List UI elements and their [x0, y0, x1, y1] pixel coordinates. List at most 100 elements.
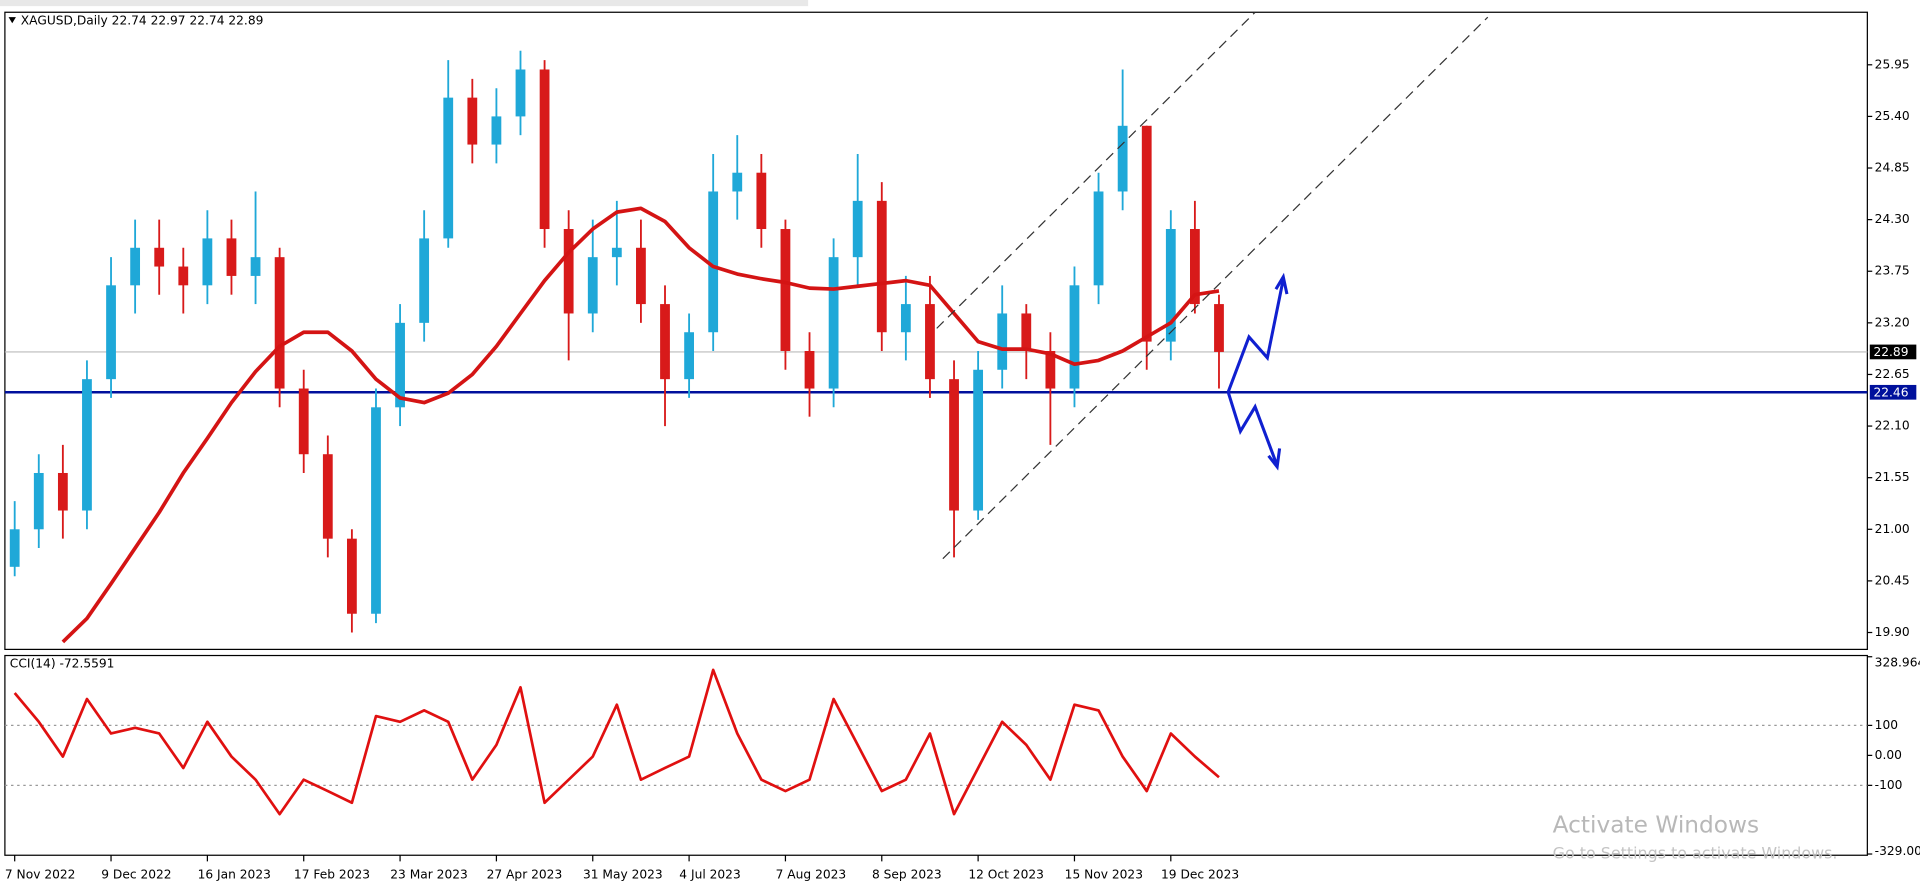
candle-body	[515, 69, 526, 117]
y-tick-label: 22.65	[1875, 367, 1910, 381]
x-tick-label: 15 Nov 2023	[1065, 867, 1143, 881]
candle-body	[611, 247, 622, 258]
candle-body	[563, 229, 574, 314]
candle-body	[250, 257, 261, 276]
candle-body	[1214, 304, 1224, 352]
candle-body	[298, 388, 309, 455]
candle-body	[780, 229, 791, 351]
candle-body	[925, 304, 935, 380]
x-tick-label: 23 Mar 2023	[390, 867, 468, 881]
candle-body	[636, 247, 646, 305]
cci-line	[13, 668, 1220, 816]
candle-body	[949, 379, 959, 511]
arrow-up	[1226, 279, 1285, 393]
y-tick-label: -100	[1875, 778, 1903, 792]
candle-body	[9, 529, 20, 567]
candle-body	[106, 285, 116, 380]
candle-body	[1165, 229, 1176, 342]
candle-body	[660, 304, 670, 380]
y-tick-label: 24.85	[1875, 161, 1910, 175]
candle-body	[130, 247, 141, 286]
candle-body	[57, 472, 68, 511]
support-label: 22.46	[1873, 385, 1908, 399]
candle-body	[997, 313, 1008, 370]
candle-body	[178, 266, 189, 286]
candle-body	[852, 200, 863, 258]
candle-body	[587, 257, 598, 314]
candle-body	[973, 369, 984, 511]
x-tick-label: 19 Dec 2023	[1161, 867, 1239, 881]
candle-body	[1021, 313, 1032, 351]
candle-body	[876, 200, 887, 333]
x-tick-label: 12 Oct 2023	[968, 867, 1044, 881]
candle-body	[1069, 285, 1080, 389]
indicator-title: CCI(14) -72.5591	[10, 657, 115, 671]
y-tick-label: 100	[1875, 718, 1898, 732]
y-tick-label: 25.95	[1875, 57, 1910, 71]
candle-body	[419, 238, 430, 323]
support-box	[1869, 384, 1917, 400]
candle-body	[1189, 229, 1200, 305]
y-tick-label: 21.00	[1875, 522, 1910, 536]
candle-body	[371, 407, 381, 614]
candle-body	[539, 69, 550, 230]
candle-body	[467, 97, 478, 145]
y-tick-label: 19.90	[1875, 625, 1910, 639]
candle-body	[346, 538, 357, 614]
y-tick-label: 20.45	[1875, 573, 1910, 587]
y-tick-label: 22.10	[1875, 419, 1910, 433]
x-tick-label: 9 Dec 2022	[101, 867, 171, 881]
channel-line	[936, 11, 1256, 329]
last-price-label: 22.89	[1873, 345, 1908, 359]
candle-body	[1093, 191, 1104, 286]
watermark-title: Activate Windows	[1553, 811, 1760, 838]
x-tick-label: 27 Apr 2023	[487, 867, 563, 881]
x-tick-label: 7 Nov 2022	[5, 867, 76, 881]
candle-body	[226, 238, 237, 276]
channel-line	[942, 16, 1489, 560]
x-tick-label: 4 Jul 2023	[679, 867, 740, 881]
chart-title: XAGUSD,Daily 22.74 22.97 22.74 22.89	[21, 13, 264, 27]
y-tick-label: -329.000	[1875, 844, 1920, 858]
watermark-subtitle: Go to Settings to activate Windows.	[1553, 844, 1838, 863]
symbol-marker	[8, 17, 16, 24]
candle-body	[804, 350, 815, 389]
candle-body	[684, 332, 694, 380]
candle-body	[491, 116, 502, 145]
y-tick-label: 23.20	[1875, 315, 1910, 329]
candle-body	[708, 191, 719, 333]
y-tick-label: 23.75	[1875, 264, 1910, 278]
candle-body	[443, 97, 454, 239]
x-tick-label: 16 Jan 2023	[198, 867, 271, 881]
candle-body	[322, 454, 333, 539]
x-tick-label: 17 Feb 2023	[294, 867, 370, 881]
moving-average	[61, 206, 1220, 644]
plot-layer: 19.90 20.45 21.00 21.55 22.10 22.65 23.20 23.75…	[4, 50, 1920, 881]
candle-body	[1045, 350, 1056, 389]
y-tick-label: 24.30	[1875, 212, 1910, 226]
arrow-head	[1267, 448, 1282, 471]
y-tick-label: 328.964	[1875, 655, 1920, 669]
candle-body	[732, 172, 743, 192]
candle-body	[33, 472, 44, 530]
candle-body	[900, 304, 911, 333]
y-tick-label: 25.40	[1875, 109, 1910, 123]
candle-body	[274, 257, 285, 389]
candle-body	[154, 247, 165, 267]
x-tick-label: 31 May 2023	[583, 867, 663, 881]
arrow-head	[1274, 272, 1289, 295]
y-tick-label: 21.55	[1875, 470, 1910, 484]
tab-strip	[0, 0, 809, 7]
candle-body	[756, 172, 767, 230]
candle-body	[828, 257, 839, 389]
candle-body	[395, 322, 405, 408]
candle-body	[1141, 125, 1152, 342]
x-tick-label: 8 Sep 2023	[872, 867, 942, 881]
last-price-box	[1869, 344, 1917, 360]
price-panel	[4, 11, 1868, 651]
x-tick-label: 7 Aug 2023	[776, 867, 847, 881]
candle-body	[82, 379, 92, 511]
